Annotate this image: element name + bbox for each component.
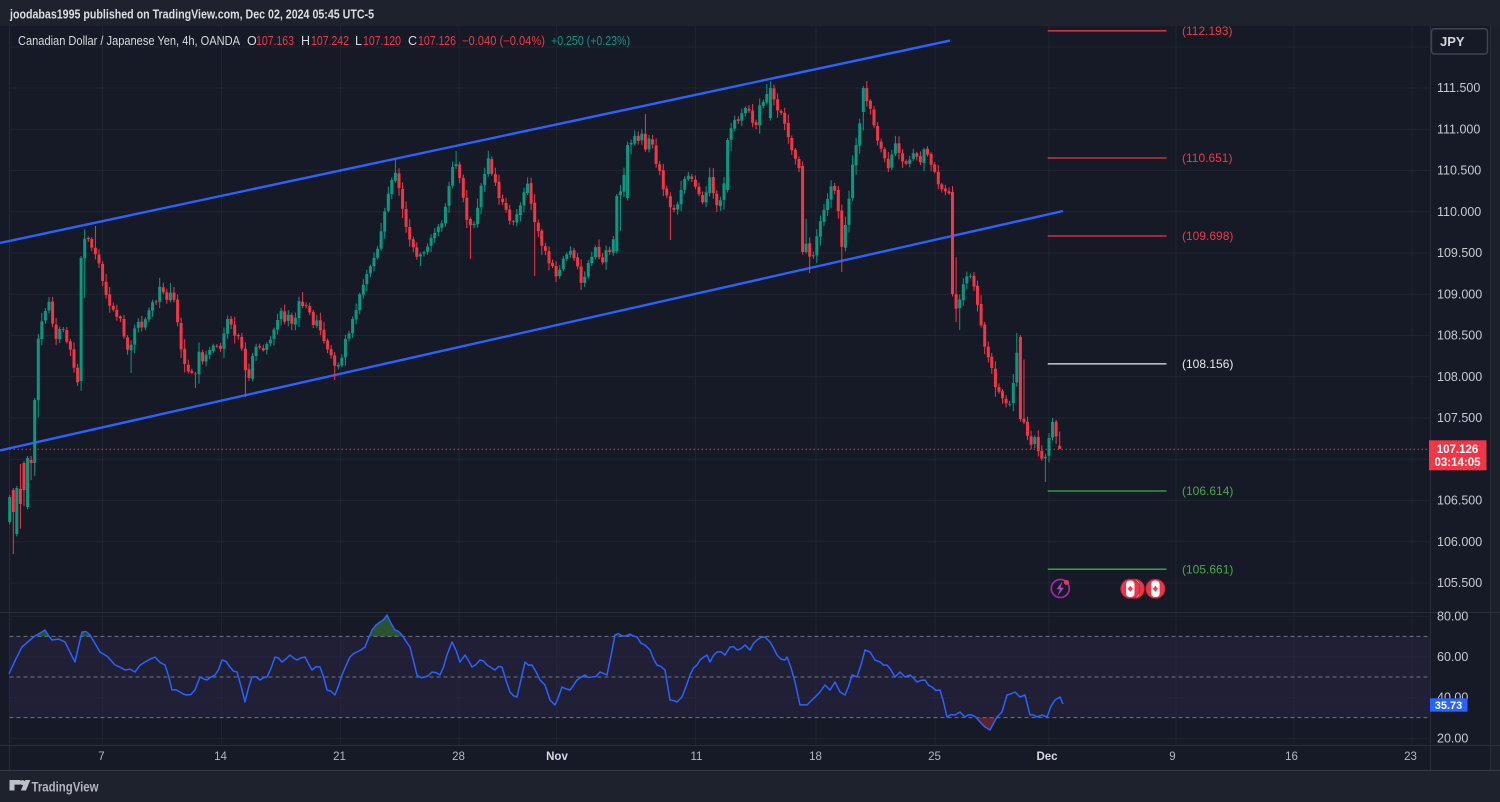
svg-text:107.126: 107.126 bbox=[1437, 444, 1479, 456]
svg-text:107.163: 107.163 bbox=[256, 34, 294, 48]
svg-text:109.500: 109.500 bbox=[1437, 246, 1482, 260]
svg-text:35.73: 35.73 bbox=[1435, 700, 1463, 712]
svg-text:106.500: 106.500 bbox=[1437, 494, 1482, 508]
svg-text:Dec: Dec bbox=[1036, 751, 1058, 763]
svg-text:20.00: 20.00 bbox=[1437, 731, 1468, 745]
svg-text:110.000: 110.000 bbox=[1437, 205, 1481, 219]
svg-text:joodabas1995 published on Trad: joodabas1995 published on TradingView.co… bbox=[9, 7, 374, 22]
svg-text:C: C bbox=[408, 34, 417, 48]
svg-text:108.000: 108.000 bbox=[1437, 370, 1482, 384]
svg-text:11: 11 bbox=[691, 751, 703, 763]
svg-text:(109.698): (109.698) bbox=[1182, 229, 1233, 243]
svg-text:JPY: JPY bbox=[1440, 34, 1465, 49]
svg-text:−0.040 (−0.04%): −0.040 (−0.04%) bbox=[462, 34, 545, 48]
svg-text:108.500: 108.500 bbox=[1437, 329, 1482, 343]
svg-text:111.500: 111.500 bbox=[1437, 81, 1480, 95]
svg-text:14: 14 bbox=[214, 751, 227, 763]
svg-text:O: O bbox=[247, 34, 257, 48]
svg-text:107.120: 107.120 bbox=[363, 34, 401, 48]
svg-text:106.000: 106.000 bbox=[1437, 535, 1482, 549]
svg-text:03:14:05: 03:14:05 bbox=[1434, 457, 1481, 469]
svg-text:L: L bbox=[355, 34, 362, 48]
svg-text:25: 25 bbox=[928, 751, 941, 763]
svg-text:107.126: 107.126 bbox=[418, 34, 456, 48]
svg-text:7: 7 bbox=[98, 751, 104, 763]
svg-text:107.242: 107.242 bbox=[311, 34, 349, 48]
svg-text:(112.193): (112.193) bbox=[1182, 24, 1232, 38]
svg-text:105.500: 105.500 bbox=[1437, 576, 1482, 590]
svg-text:80.00: 80.00 bbox=[1437, 609, 1468, 623]
svg-text:H: H bbox=[301, 34, 310, 48]
svg-text:+0.250 (+0.23%): +0.250 (+0.23%) bbox=[551, 34, 630, 48]
svg-text:(105.661): (105.661) bbox=[1182, 562, 1233, 576]
svg-text:21: 21 bbox=[333, 751, 346, 763]
svg-text:111.000: 111.000 bbox=[1437, 122, 1480, 136]
svg-text:Nov: Nov bbox=[546, 751, 568, 763]
svg-text:TradingView: TradingView bbox=[32, 779, 99, 795]
svg-text:18: 18 bbox=[809, 751, 822, 763]
svg-text:107.500: 107.500 bbox=[1437, 411, 1482, 425]
svg-text:110.500: 110.500 bbox=[1437, 164, 1481, 178]
svg-text:(110.651): (110.651) bbox=[1182, 151, 1232, 165]
svg-text:9: 9 bbox=[1169, 751, 1175, 763]
svg-text:60.00: 60.00 bbox=[1437, 650, 1468, 664]
svg-text:(108.156): (108.156) bbox=[1182, 357, 1233, 371]
svg-text:109.000: 109.000 bbox=[1437, 287, 1482, 301]
svg-text:(106.614): (106.614) bbox=[1182, 484, 1233, 498]
svg-text:23: 23 bbox=[1404, 751, 1417, 763]
svg-text:Canadian Dollar / Japanese Yen: Canadian Dollar / Japanese Yen, 4h, OAND… bbox=[18, 34, 241, 48]
svg-text:28: 28 bbox=[452, 751, 465, 763]
svg-text:16: 16 bbox=[1285, 751, 1298, 763]
